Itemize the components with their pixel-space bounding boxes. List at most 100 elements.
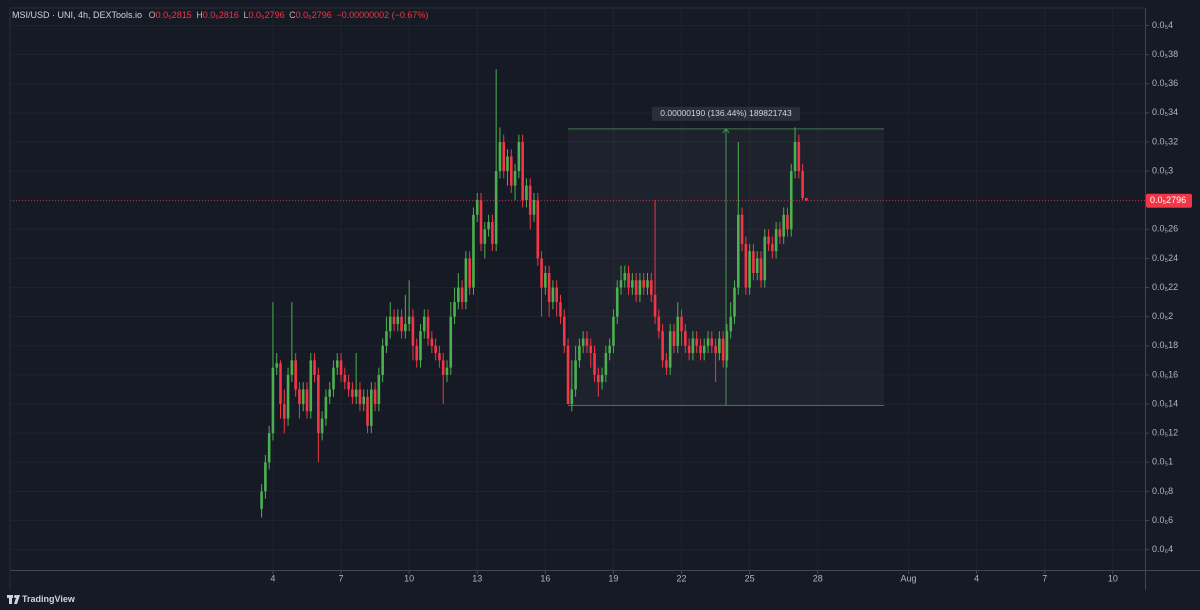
candle-body (725, 331, 729, 361)
candle-body (407, 316, 411, 324)
candle-body (430, 338, 434, 346)
y-tick-label: 0.0₅24 (1152, 253, 1178, 263)
ohlc-key: L (243, 10, 248, 20)
candle-body (578, 345, 581, 361)
candle-body (623, 272, 627, 281)
candle-body (672, 331, 676, 346)
candle-body (653, 294, 657, 317)
candle-body (332, 367, 335, 390)
candle-body (472, 214, 475, 288)
candle-body (763, 236, 767, 281)
brand-logo (7, 595, 20, 604)
candle-body (702, 345, 706, 354)
candle-body (706, 338, 710, 346)
y-tick-label: 0.0₆8 (1152, 486, 1173, 496)
candle-body (687, 345, 691, 354)
y-tick-label: 0.0₅22 (1152, 282, 1178, 292)
legend-header: MSI/USD · UNI, 4h, DEXTools.io O0.0₅2815… (12, 10, 428, 20)
candle-body (373, 389, 377, 405)
candle-body (362, 396, 366, 405)
candle-body (415, 345, 419, 361)
candle-body (475, 200, 479, 215)
candle-body (396, 316, 400, 324)
ohlc-key: O (149, 10, 156, 20)
candle-body (264, 462, 267, 492)
candle-body (695, 338, 698, 346)
candle-body (710, 338, 714, 346)
candle-body (305, 389, 309, 412)
logo-part (9, 598, 12, 604)
candle-body (525, 185, 528, 201)
ohlc-value: 0.0₅2796 (296, 10, 332, 20)
candle-body (718, 338, 721, 354)
candle-body (457, 287, 460, 303)
candle-body (665, 360, 668, 368)
candle-body (267, 433, 271, 463)
candle-body (294, 360, 297, 390)
x-tick-label: 13 (472, 573, 482, 583)
candle-body (426, 316, 430, 339)
candle-body (422, 316, 426, 332)
candle-body (339, 360, 343, 375)
candle-body (551, 287, 555, 303)
x-tick-label: 4 (974, 573, 979, 583)
candle-body (559, 302, 562, 317)
candle-body (328, 389, 331, 397)
candle-body (449, 316, 453, 368)
candle-body (684, 331, 687, 346)
candle-body (354, 389, 358, 397)
candle-body (544, 272, 547, 288)
x-tick-label: 10 (1108, 573, 1118, 583)
y-tick-label: 0.0₅14 (1152, 398, 1178, 408)
candle-body (593, 353, 596, 375)
candle-body (729, 316, 733, 332)
candle-body (797, 141, 801, 172)
candle-body (290, 360, 294, 375)
candle-body (736, 214, 740, 288)
candle-body (347, 382, 350, 390)
candle-body (309, 360, 313, 412)
candle-body (487, 222, 490, 230)
candle-body (370, 389, 373, 426)
candle-body (755, 258, 759, 273)
candle-body (381, 345, 384, 375)
candle-body (740, 214, 744, 244)
candle-body (400, 316, 403, 332)
candle-body (562, 316, 566, 346)
candle-body (536, 200, 540, 259)
candle-body (597, 374, 600, 383)
candle-body (782, 214, 785, 237)
candle-body (438, 353, 441, 361)
candle-body (570, 389, 574, 405)
measure-arrow-head (722, 128, 730, 134)
y-tick-label: 0.0₅12 (1152, 428, 1178, 438)
candle-body (778, 229, 782, 237)
candle-body (260, 491, 263, 509)
candle-body (335, 360, 339, 368)
y-tick-label: 0.0₅16 (1152, 369, 1178, 379)
candle-body (483, 229, 487, 244)
candle-body (574, 360, 577, 390)
y-tick-label: 0.0₅1 (1152, 457, 1173, 467)
x-tick-label: 4 (270, 573, 275, 583)
candle-body (411, 316, 415, 346)
candle-body (479, 200, 483, 244)
candle-body (638, 280, 642, 295)
candle-body (600, 374, 604, 383)
x-tick-label: 28 (813, 573, 823, 583)
candle-body (419, 331, 422, 361)
y-tick-label: 0.0₅2 (1152, 311, 1173, 321)
candle-body (324, 396, 328, 419)
candle-body (612, 316, 615, 346)
candle-body (388, 316, 392, 332)
candle-body (699, 345, 702, 354)
y-tick-label: 0.0₆6 (1152, 515, 1173, 525)
candle-body (604, 353, 608, 375)
brand: TradingView (22, 594, 76, 604)
candle-body (434, 345, 437, 354)
ohlc-value: 0.0₅2815 (156, 10, 192, 20)
candle-body (744, 243, 748, 288)
candle-body (521, 141, 524, 201)
candle-body (547, 272, 551, 303)
candle-body (668, 331, 672, 368)
